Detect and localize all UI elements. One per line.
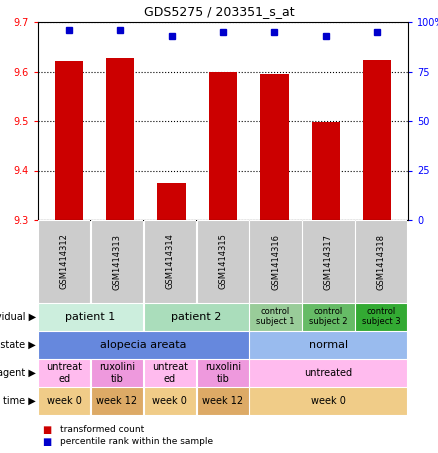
Bar — [209, 72, 237, 220]
Text: GSM1414318: GSM1414318 — [377, 233, 386, 289]
Text: normal: normal — [309, 340, 348, 350]
Text: ruxolini
tib: ruxolini tib — [99, 362, 135, 384]
Text: ruxolini
tib: ruxolini tib — [205, 362, 241, 384]
Bar — [158, 183, 186, 220]
Text: untreat
ed: untreat ed — [152, 362, 188, 384]
Text: disease state ▶: disease state ▶ — [0, 340, 36, 350]
Text: untreat
ed: untreat ed — [46, 362, 82, 384]
Text: individual ▶: individual ▶ — [0, 312, 36, 322]
Text: alopecia areata: alopecia areata — [100, 340, 187, 350]
Text: week 12: week 12 — [96, 396, 138, 406]
Bar — [55, 61, 83, 220]
Text: control
subject 1: control subject 1 — [256, 307, 295, 327]
Bar — [106, 58, 134, 220]
Text: transformed count: transformed count — [60, 425, 144, 434]
Text: patient 2: patient 2 — [171, 312, 222, 322]
Text: patient 1: patient 1 — [66, 312, 116, 322]
Text: week 0: week 0 — [311, 396, 346, 406]
Text: agent ▶: agent ▶ — [0, 368, 36, 378]
Text: control
subject 3: control subject 3 — [362, 307, 401, 327]
Text: GDS5275 / 203351_s_at: GDS5275 / 203351_s_at — [144, 5, 294, 18]
Text: ■: ■ — [42, 425, 52, 435]
Text: week 0: week 0 — [152, 396, 187, 406]
Text: GSM1414313: GSM1414313 — [113, 233, 121, 289]
Text: GSM1414312: GSM1414312 — [60, 234, 69, 289]
Text: GSM1414316: GSM1414316 — [271, 233, 280, 289]
Bar — [260, 74, 289, 220]
Text: week 0: week 0 — [47, 396, 81, 406]
Text: time ▶: time ▶ — [3, 396, 36, 406]
Text: ■: ■ — [42, 437, 52, 447]
Text: GSM1414314: GSM1414314 — [166, 234, 174, 289]
Bar — [363, 60, 391, 220]
Bar — [312, 122, 340, 220]
Text: untreated: untreated — [304, 368, 353, 378]
Text: percentile rank within the sample: percentile rank within the sample — [60, 438, 213, 447]
Text: control
subject 2: control subject 2 — [309, 307, 348, 327]
Text: GSM1414317: GSM1414317 — [324, 233, 333, 289]
Text: GSM1414315: GSM1414315 — [218, 234, 227, 289]
Text: week 12: week 12 — [202, 396, 244, 406]
